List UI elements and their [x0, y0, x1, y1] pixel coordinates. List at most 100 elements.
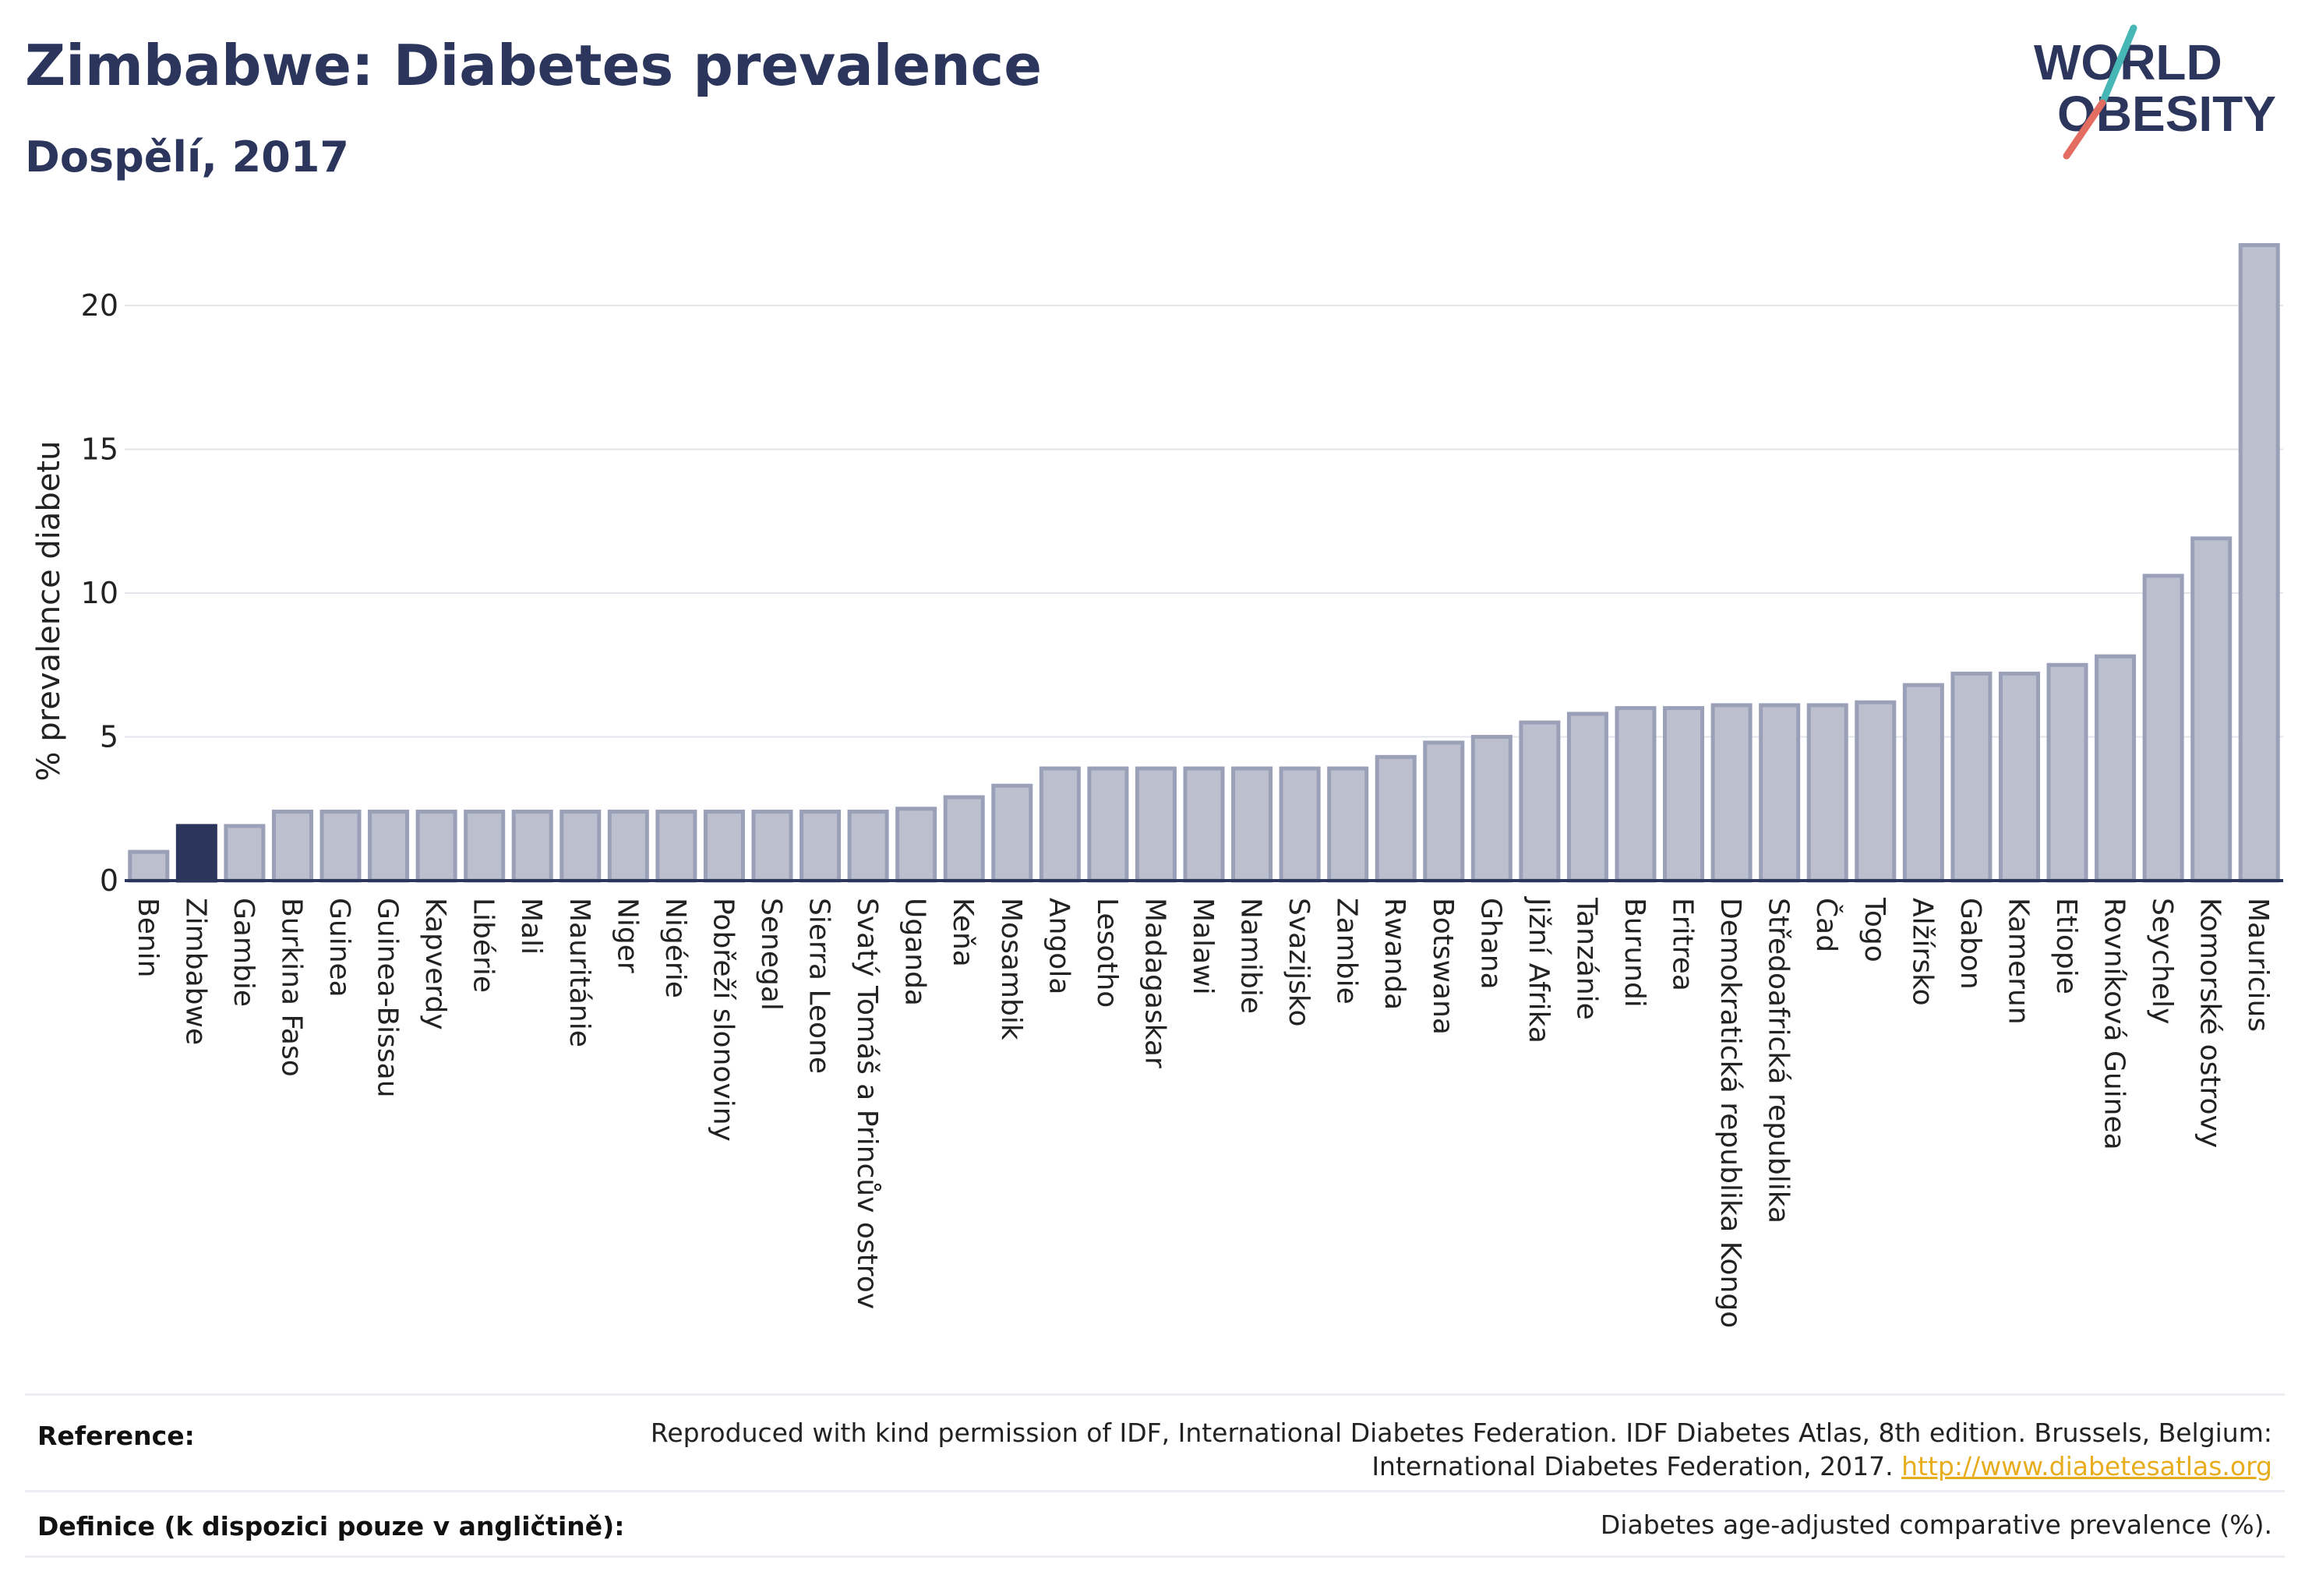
bar-guinea	[319, 809, 362, 883]
bar-svazijsko	[1279, 766, 1321, 883]
logo-slash-coral	[2063, 99, 2106, 160]
x-tick-label: Keňa	[947, 898, 979, 967]
bar-demokratick-republika-kongo	[1710, 703, 1753, 883]
bar-nig-rie	[655, 809, 697, 883]
x-tick-label: Guinea	[323, 898, 355, 998]
x-tick-label: Madagaskar	[1138, 898, 1170, 1068]
bar-madagaskar	[1135, 766, 1177, 883]
logo-slash-teal	[2099, 24, 2137, 107]
reference-label: Reference:	[37, 1421, 195, 1451]
bar-burundi	[1615, 706, 1657, 883]
y-tick-label: 15	[81, 433, 118, 467]
bar-angola	[1039, 766, 1081, 883]
y-tick-label: 10	[81, 576, 118, 610]
x-tick-label: Svatý Tomáš a Princův ostrov	[851, 898, 883, 1309]
bar-ghana	[1470, 735, 1513, 883]
chart-title: Zimbabwe: Diabetes prevalence	[25, 33, 1043, 98]
x-tick-label: Ghana	[1474, 898, 1506, 990]
x-tick-label: Svazijsko	[1283, 898, 1315, 1026]
x-tick-label: Demokratická republika Kongo	[1714, 898, 1746, 1328]
reference-line-2: International Diabetes Federation, 2017.…	[651, 1449, 2272, 1483]
bar-namibie	[1231, 766, 1273, 883]
bar-burkina-faso	[271, 809, 313, 883]
x-tick-label: Čad	[1810, 898, 1843, 952]
bar-mosambik	[991, 783, 1033, 883]
bar-ke-a	[943, 795, 985, 883]
x-tick-label: Botswana	[1427, 898, 1459, 1035]
x-tick-label: Eritrea	[1667, 898, 1699, 991]
x-tick-label: Pobřeží slonoviny	[707, 898, 739, 1142]
x-tick-label: Mosambik	[995, 898, 1027, 1040]
world-obesity-logo: WORLD OBESITY	[2034, 24, 2276, 160]
bar-kamerun	[1998, 671, 2040, 883]
bar-eritrea	[1663, 706, 1705, 883]
bar-guinea-bissau	[368, 809, 410, 883]
chart-subtitle: Dospělí, 2017	[25, 132, 349, 182]
bar-pob-e-slonoviny	[703, 809, 745, 883]
x-tick-label: Etiopie	[2050, 898, 2082, 994]
x-tick-label: Jižní Afrika	[1523, 896, 1555, 1043]
x-tick-label: Mauricius	[2242, 898, 2274, 1032]
bar-uganda	[895, 807, 937, 883]
footer-bottom-rule	[25, 1555, 2285, 1558]
bar-botswana	[1423, 740, 1465, 883]
reference-line-1: Reproduced with kind permission of IDF, …	[650, 1418, 2272, 1448]
bar-st-edoafrick-republika	[1759, 703, 1801, 883]
x-tick-label: Kapverdy	[419, 898, 451, 1030]
x-tick-label: Togo	[1858, 897, 1890, 962]
x-tick-label: Rwanda	[1378, 898, 1410, 1010]
y-tick-label: 0	[100, 863, 118, 898]
bar-niger	[607, 809, 649, 883]
x-tick-label: Seychely	[2146, 898, 2178, 1024]
x-tick-label: Guinea-Bissau	[372, 898, 404, 1098]
bar-malawi	[1183, 766, 1225, 883]
reference-row: Reference: Reproduced with kind permissi…	[25, 1393, 2285, 1492]
x-tick-label: Středoafrická republika	[1763, 898, 1795, 1223]
bar-ji-n-afrika	[1519, 720, 1561, 883]
bar-senegal	[751, 809, 793, 883]
x-tick-label: Komorské ostrovy	[2194, 898, 2226, 1148]
bar-lesotho	[1087, 766, 1129, 883]
x-tick-label: Tanzánie	[1570, 897, 1602, 1020]
reference-line-2-text: International Diabetes Federation, 2017.	[1371, 1451, 1894, 1481]
bar-zambie	[1327, 766, 1369, 883]
bar-al-rsko	[1902, 683, 1944, 883]
x-tick-label: Alžírsko	[1906, 898, 1938, 1006]
bar-zimbabwe	[175, 824, 217, 883]
x-tick-label: Mali	[515, 898, 547, 955]
x-tick-label: Rovníková Guinea	[2099, 898, 2130, 1150]
x-tick-label: Nigérie	[659, 898, 691, 998]
x-tick-label: Lesotho	[1091, 898, 1123, 1008]
bar-sierra-leone	[800, 809, 842, 883]
x-tick-label: Namibie	[1235, 898, 1267, 1014]
bar-maurit-nie	[559, 809, 602, 883]
x-tick-label: Malawi	[1187, 898, 1219, 995]
bar-benin	[128, 849, 170, 883]
bar-togo	[1855, 700, 1897, 883]
x-tick-label: Kamerun	[2002, 898, 2034, 1025]
x-tick-label: Senegal	[755, 898, 787, 1011]
bar-chart: 0 5 10 15 20 Benin Zimbabwe Gambie Burkina Faso…	[31, 243, 2283, 1328]
bar-lib-rie	[464, 809, 506, 883]
x-tick-label: Gambie	[228, 898, 259, 1007]
x-tick-label: Benin	[132, 898, 164, 977]
x-tick-label: Gabon	[1954, 898, 1986, 990]
bar-etiopie	[2046, 662, 2088, 883]
bar-tanz-nie	[1566, 711, 1608, 883]
reference-link[interactable]: http://www.diabetesatlas.org	[1901, 1451, 2272, 1481]
bar-seychely	[2142, 574, 2184, 883]
bar-gabon	[1950, 671, 1993, 883]
bar-mali	[511, 809, 553, 883]
bar-komorsk-ostrovy	[2190, 536, 2233, 883]
definition-text: Diabetes age-adjusted comparative preval…	[1600, 1509, 2272, 1540]
y-tick-label: 20	[81, 288, 118, 323]
bar-svat-tom-a-princ-v-ostrov	[847, 809, 889, 883]
y-tick-label: 5	[100, 720, 118, 754]
bar-rovn-kov-guinea	[2095, 654, 2137, 883]
x-tick-label: Burundi	[1618, 898, 1650, 1008]
x-tick-label: Angola	[1043, 898, 1075, 994]
x-tick-label: Uganda	[899, 898, 931, 1006]
x-tick-label: Zimbabwe	[179, 898, 211, 1045]
x-tick-label: Zambie	[1331, 898, 1363, 1005]
bar-gambie	[224, 824, 266, 883]
